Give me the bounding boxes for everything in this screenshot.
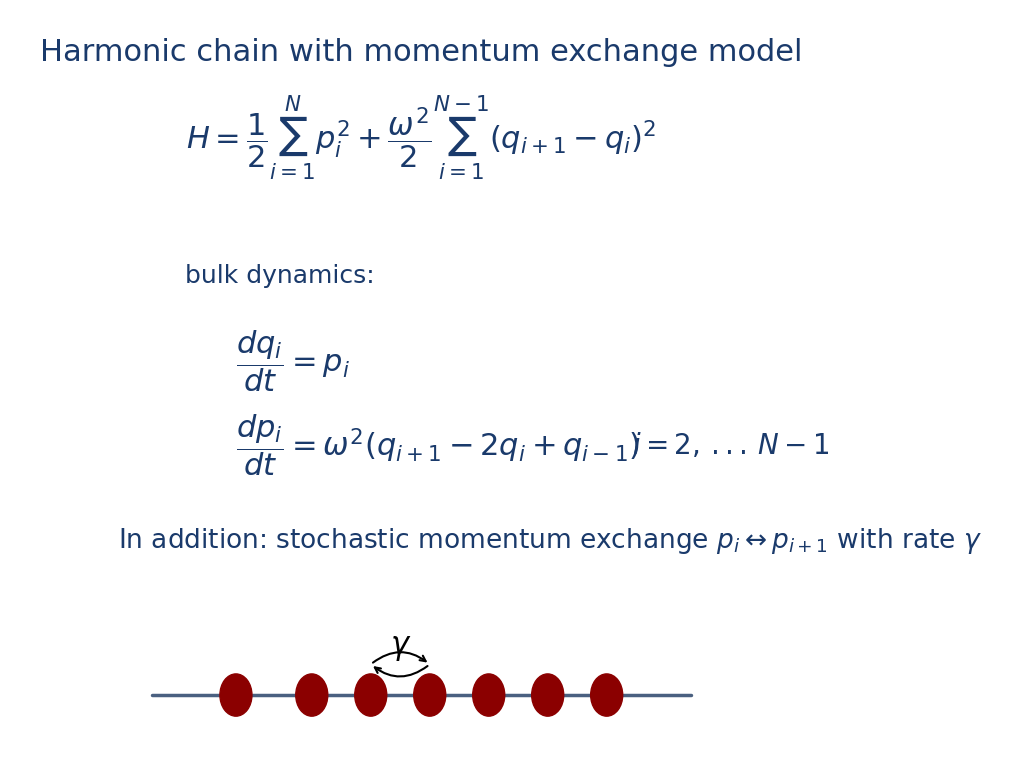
Ellipse shape bbox=[354, 674, 387, 716]
Text: bulk dynamics:: bulk dynamics: bbox=[185, 264, 375, 289]
Text: Harmonic chain with momentum exchange model: Harmonic chain with momentum exchange mo… bbox=[40, 38, 803, 68]
Text: $i = 2,\,...\,N-1$: $i = 2,\,...\,N-1$ bbox=[632, 431, 829, 460]
Text: $\dfrac{dq_i}{dt} = p_i$: $\dfrac{dq_i}{dt} = p_i$ bbox=[236, 328, 350, 394]
Ellipse shape bbox=[296, 674, 328, 716]
Ellipse shape bbox=[591, 674, 623, 716]
Ellipse shape bbox=[531, 674, 563, 716]
Ellipse shape bbox=[473, 674, 505, 716]
Text: $\gamma$: $\gamma$ bbox=[389, 634, 411, 664]
Text: In addition: stochastic momentum exchange $p_i \leftrightarrow p_{i+1}$ with rat: In addition: stochastic momentum exchang… bbox=[118, 526, 982, 557]
Text: $H = \dfrac{1}{2}\sum_{i=1}^{N} p_i^2 + \dfrac{\omega^2}{2}\sum_{i=1}^{N-1}(q_{i: $H = \dfrac{1}{2}\sum_{i=1}^{N} p_i^2 + … bbox=[186, 94, 656, 183]
Text: $\dfrac{dp_i}{dt} = \omega^2(q_{i+1} - 2q_i + q_{i-1})$: $\dfrac{dp_i}{dt} = \omega^2(q_{i+1} - 2… bbox=[236, 412, 640, 478]
Ellipse shape bbox=[414, 674, 445, 716]
Ellipse shape bbox=[220, 674, 252, 716]
